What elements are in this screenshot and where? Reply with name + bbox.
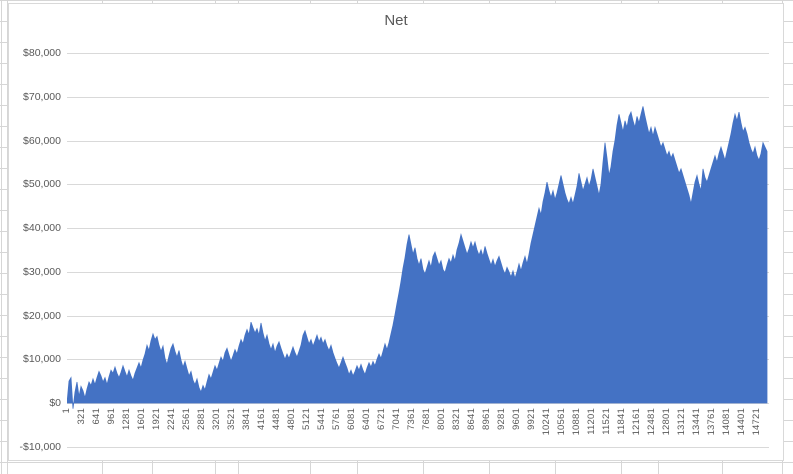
x-axis-label: 14721 [751, 408, 762, 436]
x-axis-label: 321 [76, 408, 87, 425]
x-axis-label: 13441 [691, 408, 702, 436]
y-gridline [67, 228, 769, 229]
x-axis-label: 7681 [421, 408, 432, 430]
x-axis-label: 2241 [166, 408, 177, 430]
x-axis-label: 8961 [481, 408, 492, 430]
x-axis-label: 7361 [406, 408, 417, 430]
y-axis-label: $10,000 [23, 353, 61, 366]
x-axis-label: 13761 [706, 408, 717, 436]
x-axis-label: 1281 [121, 408, 132, 430]
x-axis-label: 3201 [211, 408, 222, 430]
x-axis-label: 1921 [151, 408, 162, 430]
x-axis-label: 1601 [136, 408, 147, 430]
y-gridline [67, 184, 769, 186]
x-axis-label: 3521 [226, 408, 237, 430]
y-axis-label: $70,000 [23, 90, 61, 103]
x-axis-label: 7041 [391, 408, 402, 430]
y-axis-label: $0 [49, 397, 61, 409]
x-axis-label: 11841 [616, 408, 627, 435]
y-axis-label: $60,000 [23, 134, 61, 147]
x-axis-label: 6401 [361, 408, 372, 430]
y-gridline [67, 140, 769, 142]
y-gridline [67, 403, 769, 404]
x-axis-label: 4481 [271, 408, 282, 430]
x-axis-label: 8001 [436, 408, 447, 430]
worksheet-column-gridline [7, 0, 8, 474]
y-gridline [67, 96, 769, 98]
x-axis-label: 10881 [571, 408, 582, 436]
x-axis-label: 11521 [601, 408, 612, 435]
y-axis-label: $20,000 [23, 309, 61, 322]
chart-object[interactable]: Net $80,000 $70,000 $60,000 $50,000 $40,000 $… [8, 3, 784, 461]
y-axis-label: $80,000 [23, 47, 61, 59]
x-axis-label: 10561 [556, 408, 567, 436]
chart-title: Net [384, 12, 408, 29]
x-axis-label: 6721 [376, 408, 387, 430]
y-axis-label: $30,000 [23, 265, 61, 278]
x-axis-label: 961 [106, 408, 117, 425]
x-axis-label: 12481 [646, 408, 657, 436]
worksheet-column-gridline [1, 0, 2, 474]
x-axis-label: 641 [91, 408, 102, 425]
x-axis-label: 12801 [661, 408, 672, 436]
x-axis-label: 10241 [541, 408, 552, 436]
x-axis-label: 13121 [676, 408, 687, 436]
x-axis-label: 5441 [316, 408, 327, 430]
x-axis-label: 9601 [511, 408, 522, 430]
x-axis-label: 8321 [451, 408, 462, 430]
x-axis-label: 5761 [331, 408, 342, 430]
x-axis-label: 14081 [721, 408, 732, 436]
x-axis-label: 9281 [496, 408, 507, 430]
x-axis-label: 2881 [196, 408, 207, 430]
net-area-series[interactable] [67, 51, 769, 453]
x-axis-label: 14401 [736, 408, 747, 436]
x-axis-label: 12161 [631, 408, 642, 436]
y-axis-label: $40,000 [23, 222, 61, 234]
x-axis-label: 9921 [526, 408, 537, 430]
x-axis-label: 8641 [466, 408, 477, 430]
x-axis-label: 11201 [586, 408, 597, 435]
y-axis-label: -$10,000 [19, 440, 61, 453]
y-gridline [67, 446, 769, 448]
x-axis-label: 2561 [181, 408, 192, 430]
x-axis-label: 5121 [301, 408, 312, 430]
y-gridline [67, 53, 769, 54]
x-axis-label: 4161 [256, 408, 267, 430]
x-axis-label: 6081 [346, 408, 357, 430]
x-axis-label: 3841 [241, 408, 252, 430]
x-axis-label: 1 [61, 408, 72, 414]
y-axis-label: $50,000 [23, 178, 61, 191]
x-axis-label: 4801 [286, 408, 297, 430]
